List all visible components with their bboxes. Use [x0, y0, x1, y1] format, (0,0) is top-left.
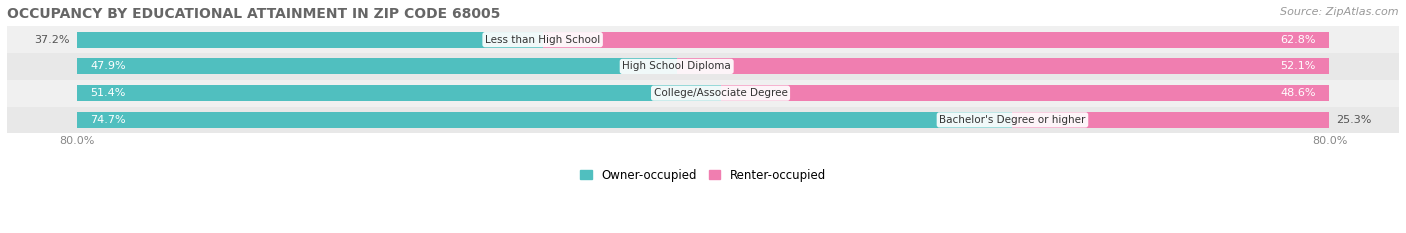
Text: OCCUPANCY BY EDUCATIONAL ATTAINMENT IN ZIP CODE 68005: OCCUPANCY BY EDUCATIONAL ATTAINMENT IN Z… — [7, 7, 501, 21]
Bar — [76, 85, 1330, 101]
Bar — [7, 80, 1399, 106]
Text: 48.6%: 48.6% — [1279, 88, 1316, 98]
Bar — [76, 112, 1012, 128]
Text: Less than High School: Less than High School — [485, 35, 600, 45]
Bar — [76, 85, 720, 101]
Text: 25.3%: 25.3% — [1337, 115, 1372, 125]
Text: 51.4%: 51.4% — [90, 88, 127, 98]
Bar — [76, 58, 1330, 74]
Bar — [1012, 112, 1330, 128]
Bar — [7, 26, 1399, 53]
Bar — [76, 32, 543, 48]
Text: 74.7%: 74.7% — [90, 115, 127, 125]
Bar — [76, 58, 676, 74]
Text: 47.9%: 47.9% — [90, 62, 127, 71]
Text: 37.2%: 37.2% — [34, 35, 69, 45]
Bar — [7, 106, 1399, 133]
Text: 62.8%: 62.8% — [1279, 35, 1316, 45]
Legend: Owner-occupied, Renter-occupied: Owner-occupied, Renter-occupied — [575, 164, 831, 186]
Bar — [676, 58, 1330, 74]
Text: Bachelor's Degree or higher: Bachelor's Degree or higher — [939, 115, 1085, 125]
Bar — [76, 112, 1330, 128]
Text: 52.1%: 52.1% — [1279, 62, 1316, 71]
Bar — [543, 32, 1330, 48]
Text: Source: ZipAtlas.com: Source: ZipAtlas.com — [1281, 7, 1399, 17]
Bar — [76, 32, 1330, 48]
Bar — [720, 85, 1330, 101]
Text: College/Associate Degree: College/Associate Degree — [654, 88, 787, 98]
Bar — [7, 53, 1399, 80]
Text: High School Diploma: High School Diploma — [623, 62, 731, 71]
